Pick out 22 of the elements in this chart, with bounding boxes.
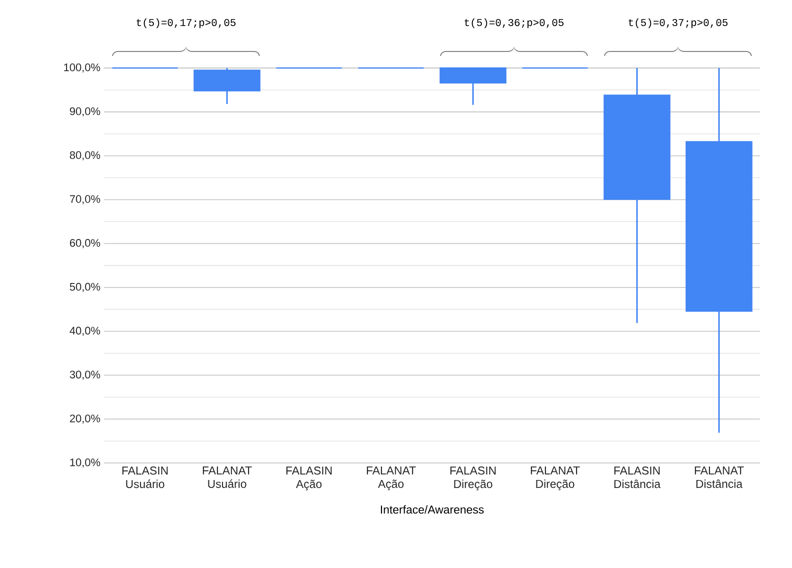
x-tick-label: FALASIN Ação xyxy=(286,466,332,490)
x-tick-label: FALANAT Distância xyxy=(694,466,744,488)
y-tick-label: 90,0% xyxy=(70,107,100,116)
y-tick-label: 60,0% xyxy=(70,239,100,248)
x-axis-title: Interface/Awareness xyxy=(380,505,484,514)
y-tick-label: 80,0% xyxy=(70,151,100,160)
y-tick-label: 100,0% xyxy=(64,63,100,73)
y-tick-label: 30,0% xyxy=(70,370,100,380)
y-tick-label: 70,0% xyxy=(70,195,100,204)
x-tick-label: FALANAT Ação xyxy=(366,466,416,490)
x-tick-label: FALANAT Usuário xyxy=(202,466,252,488)
x-tick-label: FALASIN Direção xyxy=(450,466,496,490)
x-tick-label: FALANAT Direção xyxy=(530,466,580,490)
y-tick-label: 10,0% xyxy=(70,458,100,468)
x-tick-label: FALASIN Distância xyxy=(614,466,661,488)
text: t(5)=0,37;p>0,05 xyxy=(628,18,728,28)
y-tick-label: 40,0% xyxy=(70,326,100,336)
y-tick-label: 20,0% xyxy=(70,414,100,424)
text: t(5)=0,36;p>0,05 xyxy=(464,18,564,28)
text: t(5)=0,17;p>0,05 xyxy=(136,18,236,28)
y-tick-label: 50,0% xyxy=(70,282,100,292)
x-tick-label: FALASIN Usuário xyxy=(122,466,168,488)
